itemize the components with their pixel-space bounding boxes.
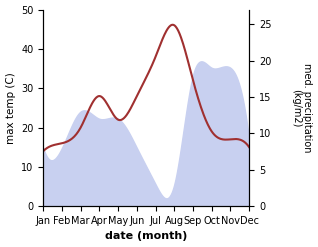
- X-axis label: date (month): date (month): [105, 231, 187, 242]
- Y-axis label: max temp (C): max temp (C): [5, 72, 16, 144]
- Y-axis label: med. precipitation
(kg/m2): med. precipitation (kg/m2): [291, 63, 313, 153]
